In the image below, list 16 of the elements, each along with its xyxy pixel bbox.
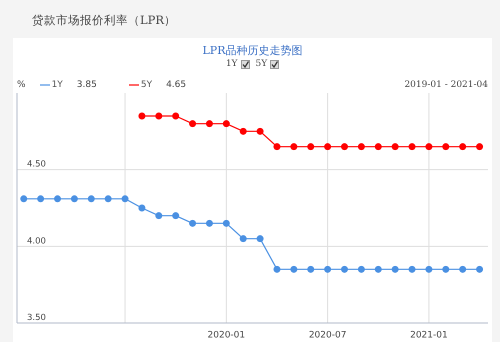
text: 1Y (226, 59, 238, 69)
legend-label: 5Y (140, 80, 152, 90)
y-tick-label: 4.50 (27, 160, 46, 170)
x-tick-label: 2020-07 (308, 330, 346, 340)
y-axis-title: % (17, 80, 26, 90)
x-tick-label: 2020-01 (208, 330, 246, 340)
chart-subtitle: LPR品种历史走势图 (202, 43, 304, 58)
y-tick-label: 4.00 (27, 236, 46, 246)
chart-title: 贷款市场报价利率（LPR） (32, 13, 176, 28)
text: 4.65 (166, 80, 186, 90)
text: 2019-01 - 2021-04 (404, 80, 488, 90)
text: 5Y (256, 59, 268, 69)
text: 3.85 (76, 80, 97, 90)
y-tick-label: 3.50 (27, 313, 46, 323)
legend-label: 1Y (52, 80, 63, 90)
x-tick-label: 2021-01 (410, 330, 448, 340)
